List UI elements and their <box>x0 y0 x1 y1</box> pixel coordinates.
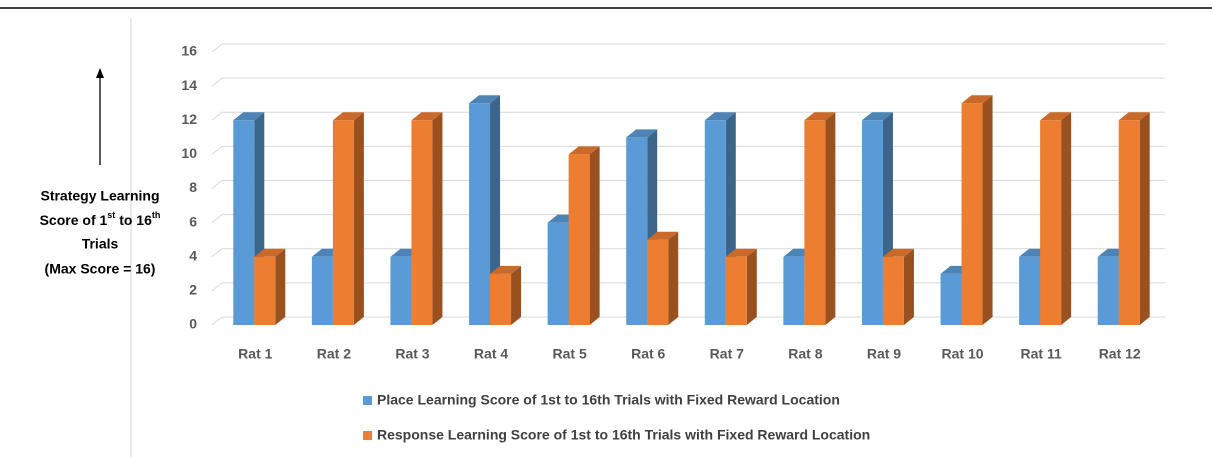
y-axis-label-part: Score of 1 <box>40 212 108 228</box>
bar <box>940 273 962 325</box>
x-tick-label: Rat 1 <box>238 346 272 362</box>
bar-side <box>668 231 679 325</box>
bar-top <box>961 95 993 104</box>
grid-line-side <box>211 180 223 189</box>
bar <box>783 256 805 325</box>
y-tick-label: 12 <box>181 111 197 127</box>
y-axis-label: Trials <box>82 236 119 252</box>
bar-side <box>1061 112 1072 325</box>
bar-top <box>332 112 364 121</box>
grid-line-side <box>211 248 223 258</box>
grid-line-side <box>211 77 223 87</box>
y-axis-label: Strategy Learning <box>40 188 159 204</box>
bar-side <box>432 112 443 325</box>
bar <box>1097 256 1119 325</box>
bar <box>390 256 412 325</box>
bar-top <box>704 112 736 121</box>
grid-line-side <box>211 111 223 121</box>
bar <box>547 222 569 325</box>
bar-top <box>1040 112 1072 121</box>
legend-swatch <box>363 431 372 440</box>
bar <box>961 103 983 325</box>
x-tick-label: Rat 9 <box>867 346 901 362</box>
bar <box>1118 120 1140 325</box>
bar-top <box>411 112 443 121</box>
bar-top <box>861 112 893 121</box>
bar-top <box>725 248 757 257</box>
x-tick-label: Rat 5 <box>553 346 587 362</box>
legend-label: Response Learning Score of 1st to 16th T… <box>377 427 870 443</box>
bar <box>626 137 648 325</box>
bar <box>469 103 491 325</box>
bar-side <box>746 248 757 325</box>
bar <box>311 256 333 325</box>
bar-side <box>903 248 914 325</box>
y-axis-label: (Max Score = 16) <box>45 261 156 277</box>
bar-top <box>804 112 836 121</box>
y-tick-label: 6 <box>189 213 197 229</box>
grid-line-side <box>211 43 223 53</box>
bar <box>568 154 590 325</box>
bar <box>1019 256 1041 325</box>
y-axis-label: Score of 1st to 16th <box>40 210 161 227</box>
x-tick-label: Rat 10 <box>942 346 984 362</box>
x-tick-label: Rat 12 <box>1099 346 1141 362</box>
y-tick-label: 10 <box>181 145 197 161</box>
bar-side <box>982 95 993 325</box>
bar-top <box>469 95 501 104</box>
y-axis-label-part: th <box>152 210 161 220</box>
y-tick-label: 4 <box>189 247 197 263</box>
x-tick-label: Rat 7 <box>710 346 744 362</box>
bar-side <box>589 146 600 325</box>
bar <box>254 256 276 325</box>
legend-swatch <box>363 396 372 405</box>
bar-top <box>626 129 658 138</box>
bar-top <box>254 248 286 257</box>
bar-side <box>825 112 836 325</box>
bar <box>1040 120 1062 325</box>
grid-line-side <box>211 145 223 155</box>
bar-top <box>647 231 679 240</box>
x-tick-label: Rat 6 <box>631 346 665 362</box>
grid-line-side <box>211 214 223 224</box>
bar-side <box>1139 112 1150 325</box>
y-tick-label: 14 <box>181 77 197 93</box>
bar-side <box>353 112 364 325</box>
bar <box>725 256 747 325</box>
bar <box>647 239 669 325</box>
grid-line-side <box>211 316 223 326</box>
y-axis-label-part: to 16 <box>115 212 152 228</box>
x-tick-label: Rat 8 <box>788 346 822 362</box>
x-tick-label: Rat 3 <box>395 346 429 362</box>
y-tick-label: 0 <box>189 316 197 332</box>
y-axis-label-part: st <box>107 210 115 220</box>
bar-top <box>490 265 522 274</box>
bar-top <box>233 112 265 121</box>
arrow-head <box>96 68 104 78</box>
bar-side <box>511 265 522 325</box>
bar <box>411 120 433 325</box>
bar-side <box>275 248 286 325</box>
x-tick-label: Rat 2 <box>317 346 351 362</box>
bar-top <box>1118 112 1150 121</box>
y-tick-label: 16 <box>181 43 197 59</box>
bar-top <box>882 248 914 257</box>
bar <box>490 273 512 325</box>
bar <box>704 120 726 325</box>
bar <box>861 120 883 325</box>
bar <box>882 256 904 325</box>
y-tick-label: 2 <box>189 282 197 298</box>
bar-top <box>568 146 600 155</box>
legend-label: Place Learning Score of 1st to 16th Tria… <box>377 392 840 408</box>
bar <box>233 120 255 325</box>
y-tick-label: 8 <box>189 179 197 195</box>
x-tick-label: Rat 11 <box>1021 346 1062 362</box>
grid-line-side <box>211 282 223 292</box>
bar <box>804 120 826 325</box>
bar <box>332 120 354 325</box>
x-tick-label: Rat 4 <box>474 346 508 362</box>
bar-side <box>490 95 501 325</box>
